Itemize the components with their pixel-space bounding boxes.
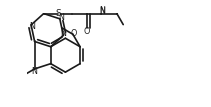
Text: N: N [58, 13, 64, 22]
Text: N: N [31, 67, 37, 76]
Text: S: S [55, 9, 61, 18]
Text: N: N [99, 6, 105, 15]
Text: N: N [29, 22, 35, 31]
Text: N: N [99, 7, 105, 16]
Text: O: O [70, 29, 77, 38]
Text: N: N [60, 29, 66, 38]
Text: O: O [84, 27, 90, 36]
